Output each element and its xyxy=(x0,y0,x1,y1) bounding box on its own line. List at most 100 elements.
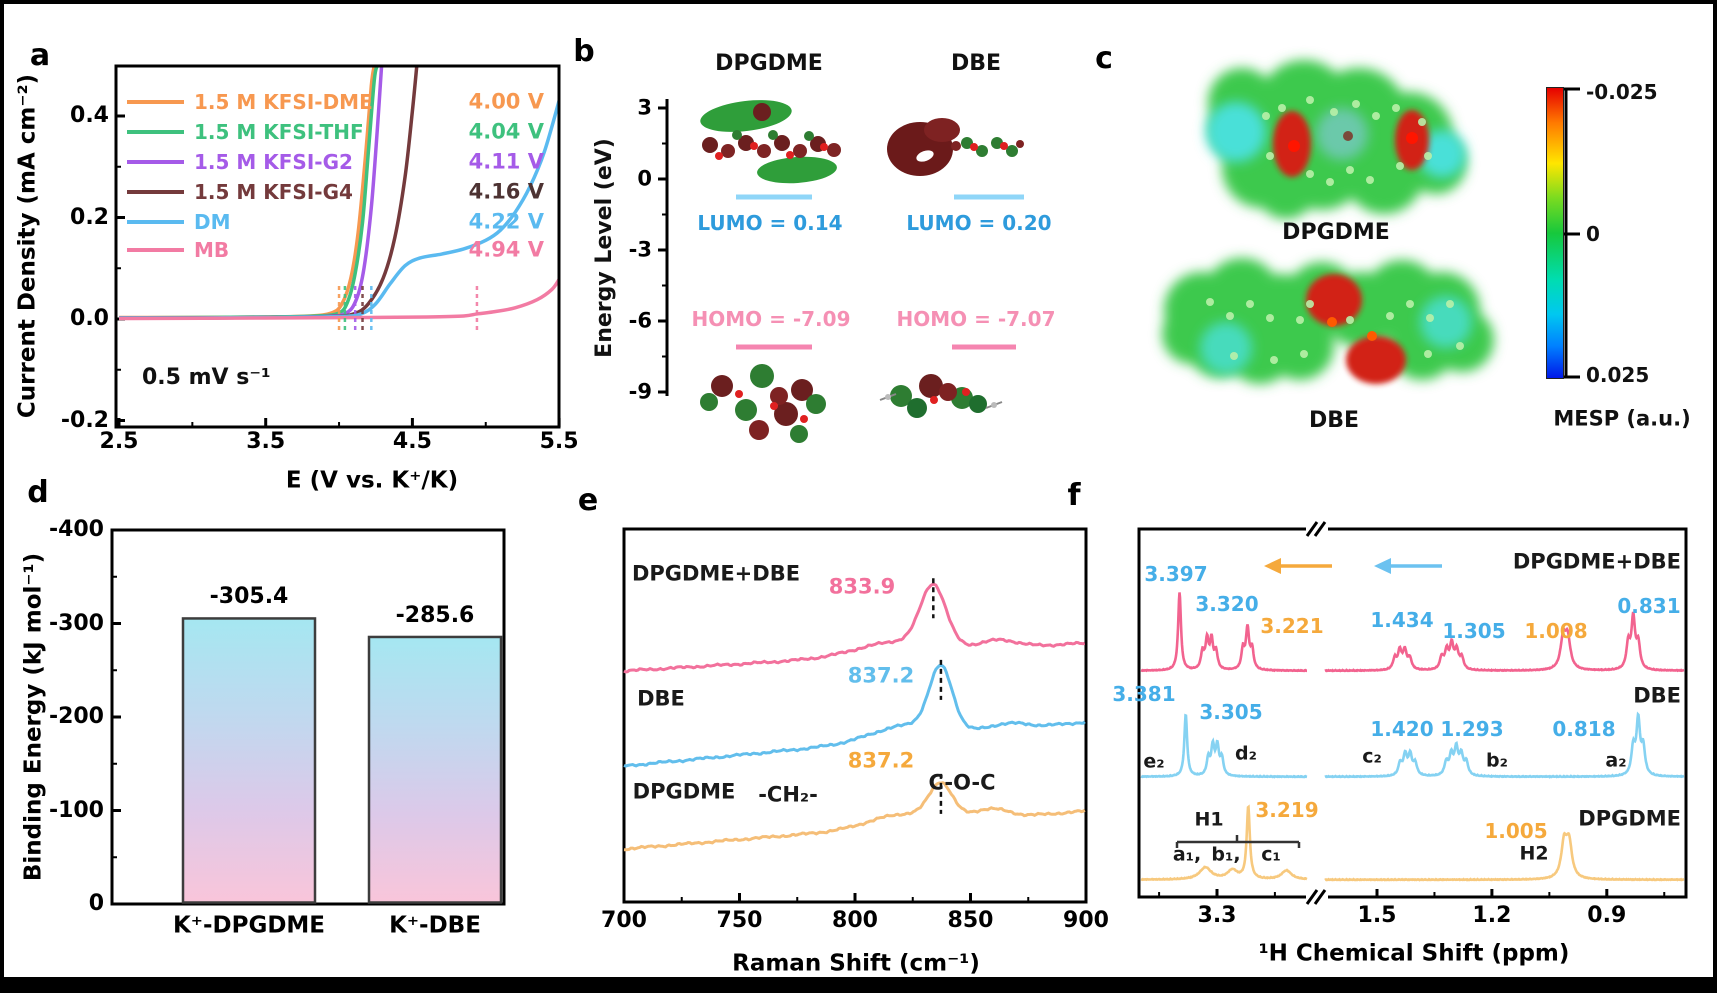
atom-ball xyxy=(806,394,826,414)
atom-ball xyxy=(970,143,978,151)
nmr-trace-DPGDME+DBE xyxy=(1140,592,1307,673)
h-atom-dot xyxy=(1296,316,1304,324)
atom-ball xyxy=(820,143,828,151)
plot-shape xyxy=(1256,159,1316,219)
lsv-curve-DM xyxy=(118,100,558,320)
h-atom-dot xyxy=(1366,176,1374,184)
lumo-orbital-image-dpgdme xyxy=(700,100,841,184)
atom-ball xyxy=(1006,145,1018,157)
plot-shape xyxy=(1306,274,1362,326)
atom-ball xyxy=(774,135,790,151)
nmr-trace-DBE xyxy=(1140,713,1308,779)
axis-break-slash xyxy=(1313,521,1327,537)
atom-ball xyxy=(757,144,771,158)
h-atom-dot xyxy=(1346,316,1354,324)
h-atom-dot xyxy=(1246,300,1254,308)
plot-shape xyxy=(1266,312,1334,380)
atom-ball xyxy=(738,135,754,151)
shift-arrow-head xyxy=(1264,558,1281,574)
atom-ball xyxy=(885,394,891,400)
nmr-trace-DPGDME+DBE xyxy=(1324,611,1685,673)
h-atom-dot xyxy=(1230,352,1238,360)
atom-ball xyxy=(735,390,743,398)
plot-shape xyxy=(700,100,792,132)
nmr-trace-DPGDME xyxy=(1140,804,1308,882)
h-atom-dot xyxy=(1352,100,1360,108)
atom-ball xyxy=(930,396,938,404)
figure-plot-svg xyxy=(110,60,1688,906)
raman-trace-DPGDME+DBE xyxy=(623,582,1086,674)
h-atom-dot xyxy=(1346,166,1354,174)
plot-shape xyxy=(1418,130,1466,178)
atom-ball xyxy=(991,402,997,408)
bar-K⁺-DBE xyxy=(367,635,503,904)
atom-ball xyxy=(890,385,912,407)
h-atom-dot xyxy=(1372,112,1380,120)
atom-ball xyxy=(976,145,988,157)
h-atom-dot xyxy=(1386,312,1394,320)
atom-ball xyxy=(793,144,807,158)
plot-shape xyxy=(757,156,837,184)
h-atom-dot xyxy=(1306,96,1314,104)
raman-trace-DBE xyxy=(623,663,1086,768)
atom-ball xyxy=(711,375,733,397)
atom-ball xyxy=(969,395,987,413)
nmr-trace-DBE xyxy=(1324,711,1685,779)
lsv-curve-MB xyxy=(118,278,558,321)
atom-ball xyxy=(715,152,723,160)
atom-ball xyxy=(721,144,735,158)
h-atom-dot xyxy=(1270,356,1278,364)
plot-shape xyxy=(1346,336,1406,384)
atom-ball xyxy=(804,131,814,141)
panel-d-plot xyxy=(110,528,506,906)
panel-b-plot xyxy=(658,99,1024,443)
mesp-surface-dbe xyxy=(1162,258,1494,384)
h-atom-dot xyxy=(1262,112,1270,120)
atom-ball xyxy=(919,374,943,398)
plot-shape xyxy=(1200,322,1252,374)
atom-ball xyxy=(750,142,758,150)
plot-shape xyxy=(916,150,934,162)
h-atom-dot xyxy=(1206,298,1214,306)
h-atom-dot xyxy=(1326,178,1334,186)
atom-ball xyxy=(800,415,808,423)
atom-ball xyxy=(961,137,973,149)
o-atom-dot xyxy=(1343,131,1353,141)
atom-ball xyxy=(1000,142,1008,150)
atom-ball xyxy=(791,379,813,401)
h-atom-dot xyxy=(1424,350,1432,358)
panel-f-plot xyxy=(1137,521,1688,905)
atom-ball xyxy=(951,141,961,151)
atom-ball xyxy=(768,130,778,140)
h-atom-dot xyxy=(1330,108,1338,116)
atom-ball xyxy=(907,398,927,418)
h-atom-dot xyxy=(1406,300,1414,308)
h-atom-dot xyxy=(1396,162,1404,170)
raman-trace-DPGDME xyxy=(623,781,1086,852)
atom-ball xyxy=(786,151,794,159)
atom-ball xyxy=(732,130,742,140)
panel-a-frame xyxy=(114,64,561,429)
atom-ball xyxy=(939,383,957,401)
h-atom-dot xyxy=(1456,342,1464,350)
nmr-trace-DPGDME xyxy=(1324,831,1685,882)
o-atom-dot xyxy=(1288,140,1300,152)
panel-c-plot xyxy=(1162,60,1580,384)
panel-f-frame xyxy=(1137,527,1688,899)
lsv-curves xyxy=(118,67,558,321)
homo-orbital-image-dbe xyxy=(879,374,1003,418)
lumo-orbital-image-dbe xyxy=(887,118,1024,176)
plot-shape xyxy=(1316,108,1368,160)
o-atom-dot xyxy=(1327,317,1337,327)
h-atom-dot xyxy=(1306,300,1314,308)
mesp-surface-dpgdme xyxy=(1206,60,1466,219)
atom-ball xyxy=(770,402,778,410)
h-atom-dot xyxy=(1278,104,1286,112)
h-atom-dot xyxy=(1266,152,1274,160)
axis-break-slash xyxy=(1313,889,1327,905)
atom-ball xyxy=(1016,140,1024,148)
plot-shape xyxy=(1206,102,1266,162)
panel-e-frame xyxy=(622,527,1088,904)
atom-ball xyxy=(774,402,798,426)
